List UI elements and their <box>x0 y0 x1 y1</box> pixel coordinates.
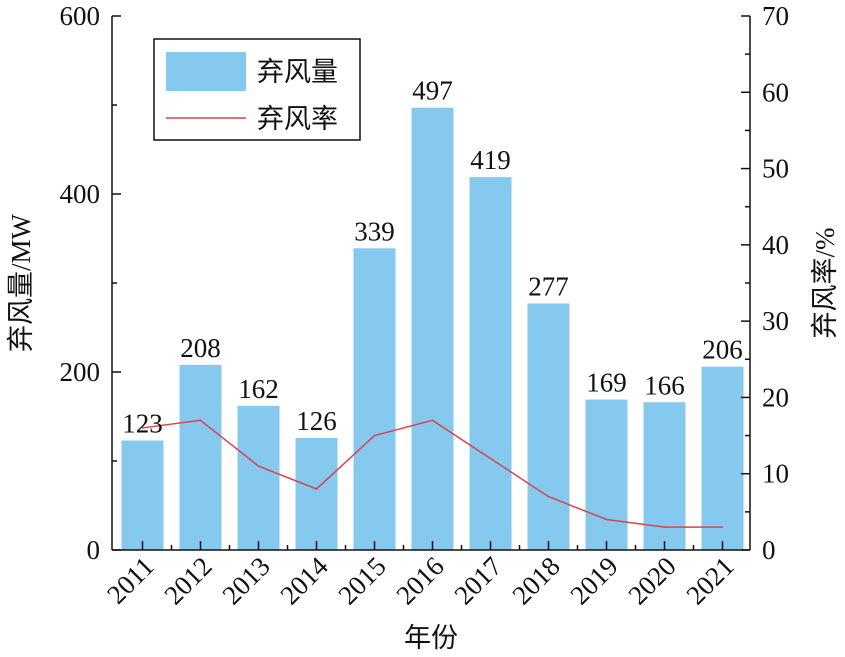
line-point-2019 <box>605 518 608 521</box>
bar-value-label-2017: 419 <box>470 145 511 175</box>
legend-line-label: 弃风率 <box>257 104 338 134</box>
x-tick-label-2020: 2020 <box>622 551 681 610</box>
y2-tick-label: 0 <box>762 535 776 565</box>
bar-value-label-2013: 162 <box>238 374 279 404</box>
bar-value-label-2020: 166 <box>644 370 685 400</box>
x-tick-label-2011: 2011 <box>101 551 160 610</box>
bar-2015 <box>353 248 396 551</box>
bar-value-label-2015: 339 <box>354 216 395 246</box>
bar-2012 <box>179 364 222 550</box>
line-point-2021 <box>721 526 724 528</box>
bar-value-label-2016: 497 <box>412 76 453 106</box>
x-tick-label-2021: 2021 <box>680 551 739 610</box>
bar-2016 <box>411 107 454 551</box>
line-point-2017 <box>489 457 492 460</box>
bar-2017 <box>469 177 512 550</box>
line-point-2012 <box>199 419 202 422</box>
bar-2021 <box>701 366 744 550</box>
line-point-2020 <box>663 526 666 528</box>
ticks-layer: 0200400600010203040506070201120122013201… <box>60 1 790 610</box>
labels-layer: 123 208 162 126 339 497 419 277 169 166 206 <box>122 76 743 439</box>
bar-value-label-2019: 169 <box>586 368 627 398</box>
x-tick-label-2014: 2014 <box>274 551 334 611</box>
y2-tick-label: 40 <box>762 230 789 260</box>
x-tick-label-2019: 2019 <box>564 551 623 610</box>
y2-axis-title: 弃风率/% <box>810 228 840 339</box>
legend-bar-label: 弃风量 <box>257 57 338 87</box>
y-axis-title: 弃风量/MW <box>6 213 36 352</box>
y2-tick-label: 70 <box>762 1 789 31</box>
y-tick-label: 0 <box>87 535 101 565</box>
y-tick-label: 400 <box>60 179 101 209</box>
x-tick-label-2016: 2016 <box>390 551 449 610</box>
y-tick-label: 200 <box>60 357 101 387</box>
legend-bar-swatch <box>166 52 246 91</box>
y2-tick-label: 50 <box>762 154 789 184</box>
bar-value-label-2018: 277 <box>528 271 569 301</box>
y2-tick-label: 60 <box>762 77 789 107</box>
x-axis-title: 年份 <box>404 623 458 653</box>
bars-layer <box>121 107 744 551</box>
bar-2014 <box>295 437 338 550</box>
x-tick-label-2013: 2013 <box>216 551 275 610</box>
legend: 弃风量 弃风率 <box>153 38 361 141</box>
line-point-2011 <box>141 427 144 429</box>
line-point-2014 <box>315 488 318 490</box>
bar-2013 <box>237 405 280 550</box>
bar-value-label-2011: 123 <box>122 409 163 439</box>
line-point-2018 <box>547 495 550 498</box>
x-tick-label-2018: 2018 <box>506 551 565 610</box>
bar-2018 <box>527 303 570 550</box>
bar-value-label-2014: 126 <box>296 406 337 436</box>
bar-value-label-2021: 206 <box>702 335 743 365</box>
line-point-2013 <box>257 465 260 467</box>
bar-value-label-2012: 208 <box>180 333 221 363</box>
y-tick-label: 600 <box>60 1 101 31</box>
y2-tick-label: 20 <box>762 382 789 412</box>
x-tick-label-2017: 2017 <box>448 551 507 610</box>
y2-tick-label: 30 <box>762 306 789 336</box>
x-tick-label-2015: 2015 <box>332 551 391 610</box>
line-point-2016 <box>431 419 434 422</box>
line-point-2015 <box>373 434 376 437</box>
bar-2011 <box>121 440 164 550</box>
x-tick-label-2012: 2012 <box>158 551 217 610</box>
bar-2019 <box>585 399 628 550</box>
line-layer <box>141 419 724 528</box>
y2-tick-label: 10 <box>762 459 789 489</box>
